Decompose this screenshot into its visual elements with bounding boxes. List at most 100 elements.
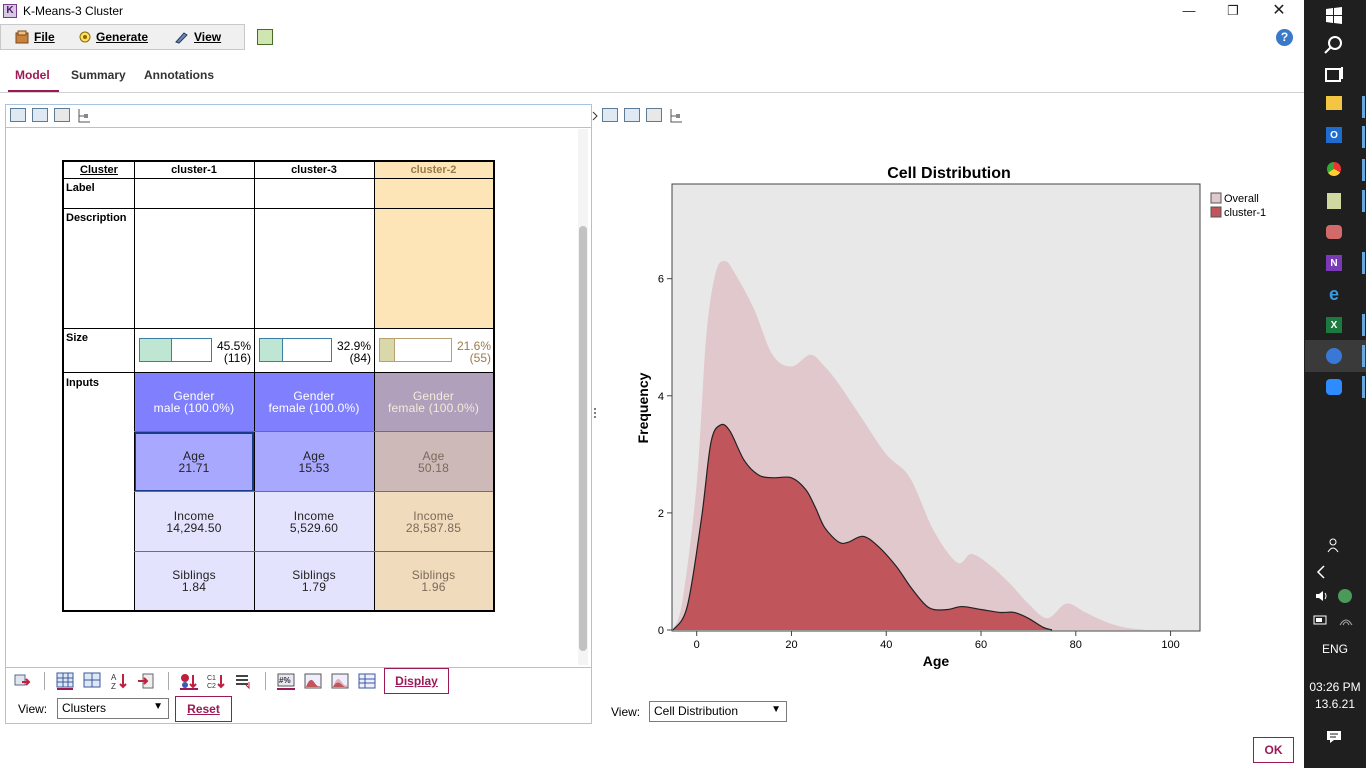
grid-line [374,162,375,610]
cluster-3-gender-cell[interactable]: Gender female (100.0%) [254,372,374,432]
cell-feature: Siblings [292,568,336,582]
chrome-icon[interactable] [1327,162,1341,176]
menu-view-label: View [194,30,222,44]
notepad-icon[interactable] [1327,193,1341,209]
task-view-icon[interactable] [1322,63,1346,87]
right-view-select[interactable]: Cell Distribution ▼ [649,701,787,722]
network-globe-icon[interactable] [1338,589,1352,603]
chart-icon[interactable] [10,108,26,122]
cluster-2-siblings-cell[interactable]: Siblings 1.96 [374,552,493,610]
cluster-2-income-cell[interactable]: Income 28,587.85 [374,492,493,552]
close-button[interactable]: ✕ [1272,2,1286,19]
grid-line [254,162,255,610]
cluster-2-gender-cell[interactable]: Gender female (100.0%) [374,372,493,432]
clock-date[interactable]: 13.6.21 [1314,697,1356,711]
sort-rows-icon[interactable] [137,672,155,690]
cluster-3-age-cell[interactable]: Age 15.53 [254,432,374,492]
y-tick-label: 6 [658,274,664,286]
battery-icon[interactable] [1313,613,1329,627]
edge-icon[interactable]: e [1328,283,1339,304]
ok-button[interactable]: OK [1253,737,1294,763]
cluster-1-gender-cell[interactable]: Gender male (100.0%) [134,372,254,432]
chevron-down-icon: ▼ [153,701,163,712]
scrollbar-thumb[interactable] [579,226,587,651]
search-icon[interactable] [1322,33,1346,57]
cluster-3-header[interactable]: cluster-3 [291,164,337,176]
cell-feature: Age [183,449,205,463]
windows-start-icon[interactable] [1322,4,1346,28]
chart-title: Cell Distribution [887,165,1011,182]
minimize-button[interactable]: — [1182,3,1196,18]
sort-az-icon[interactable]: AZ [110,672,128,690]
grid-view-icon[interactable] [56,672,74,690]
menu-generate[interactable]: Generate [78,29,148,45]
row-label-label: Label [66,182,95,194]
menu-view[interactable]: View [174,29,221,45]
excel-icon[interactable]: X [1326,317,1342,333]
cluster-3-size-count: (84) [349,351,371,365]
cell-feature: Age [422,449,445,463]
cell-distribution-chart: Cell Distribution 0 20 40 60 80 100 0 2 4 6 Age F… [635,165,1266,669]
toolbar-separator [265,672,266,690]
panel-splitter[interactable] [592,104,598,724]
chart-icon[interactable] [602,108,618,122]
cell-value: 50.18 [417,461,450,475]
outlook-icon[interactable]: O [1326,127,1342,143]
file-explorer-icon[interactable] [1326,96,1342,110]
tree-icon[interactable] [668,108,684,124]
print-icon[interactable] [646,108,662,122]
cluster-1-header[interactable]: cluster-1 [171,164,217,176]
grid-alt-icon[interactable] [83,672,101,690]
percent-icon[interactable]: #% [277,672,295,690]
copy-icon[interactable] [624,108,640,122]
cluster-3-siblings-cell[interactable]: Siblings 1.79 [254,552,374,610]
tab-model[interactable]: Model [15,68,50,82]
cluster-1-income-cell[interactable]: Income 14,294.50 [134,492,254,552]
people-icon[interactable] [1326,537,1342,553]
distribution-overlay-icon[interactable] [331,672,349,690]
tab-annotations[interactable]: Annotations [144,68,214,82]
row-label-size: Size [66,332,89,344]
wifi-icon[interactable] [1338,613,1354,627]
distribution-icon[interactable] [304,672,322,690]
sort-clusters-icon[interactable] [180,672,198,690]
display-button[interactable]: Display [384,668,449,694]
tab-summary[interactable]: Summary [71,68,126,82]
menu-file[interactable]: File [14,29,55,45]
grid-line [134,162,135,610]
copy-icon[interactable] [32,108,48,122]
series-outline-cluster-1 [672,423,1053,631]
running-indicator [1362,126,1365,148]
list-icon[interactable] [234,672,252,690]
chevron-left-icon[interactable] [1314,564,1328,580]
zoom-icon[interactable] [1326,379,1342,395]
cell-feature: Income [173,509,215,523]
volume-icon[interactable] [1314,588,1330,604]
layout-icon[interactable] [358,672,376,690]
language-indicator[interactable]: ENG [1321,642,1348,656]
tree-icon[interactable] [76,108,92,124]
legend-label: cluster-1 [1224,207,1266,219]
cluster-2-header[interactable]: cluster-2 [410,164,457,176]
onenote-icon[interactable]: N [1326,255,1342,271]
legend-label: Overall [1224,193,1259,205]
cluster-2-age-cell[interactable]: Age 50.18 [374,432,493,492]
paint-icon[interactable] [1326,225,1342,239]
reset-button[interactable]: Reset [175,696,232,722]
notification-icon[interactable] [1326,729,1342,745]
transpose-icon[interactable] [13,672,31,690]
print-icon[interactable] [54,108,70,122]
left-view-select[interactable]: Clusters ▼ [57,698,169,719]
cluster-1-age-cell[interactable]: Age 21.71 [134,432,254,492]
left-view-value: Clusters [62,701,107,715]
cluster-1-siblings-cell[interactable]: Siblings 1.84 [134,552,254,610]
toolbar-separator [168,672,169,690]
window-title: K-Means-3 Cluster [23,4,124,18]
export-icon[interactable] [257,29,273,45]
help-icon[interactable]: ? [1276,29,1293,46]
maximize-button[interactable]: ❐ [1227,3,1239,18]
clock-time[interactable]: 03:26 PM [1309,680,1361,694]
vpn-icon[interactable] [1326,348,1342,364]
cluster-3-income-cell[interactable]: Income 5,529.60 [254,492,374,552]
